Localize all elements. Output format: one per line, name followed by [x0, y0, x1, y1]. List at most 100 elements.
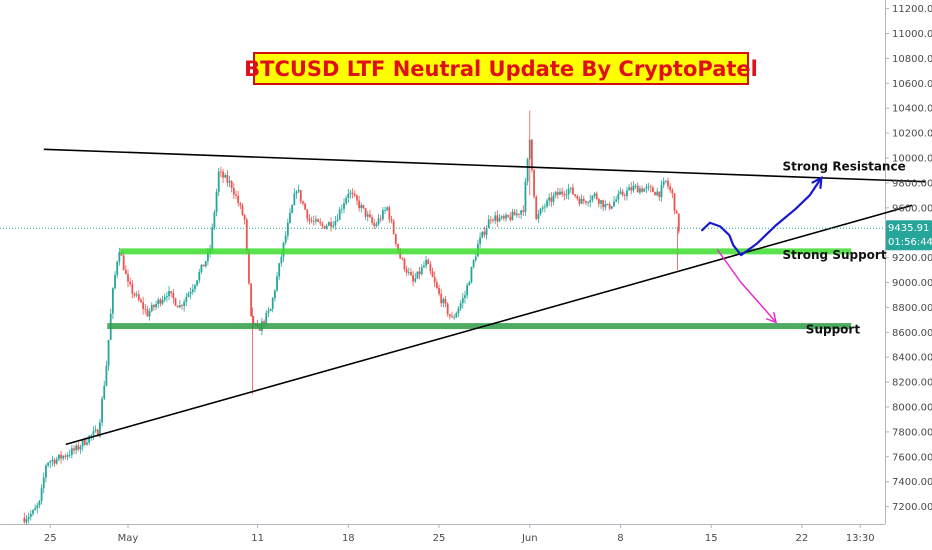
candle-body — [416, 271, 419, 279]
candle-body — [198, 272, 201, 281]
time-tick-label: May — [118, 533, 139, 544]
candle-body — [142, 302, 145, 309]
candle-body — [306, 209, 309, 219]
candle-body — [451, 316, 453, 318]
candle-body — [127, 274, 129, 282]
candle-body — [187, 293, 190, 297]
candle-body — [351, 192, 354, 195]
candle-body — [531, 139, 533, 170]
candle-body — [602, 200, 605, 208]
candle-body — [669, 186, 672, 190]
candle-body — [228, 181, 231, 183]
candle-body — [576, 196, 579, 199]
candle-body — [533, 169, 535, 197]
candle-body — [360, 205, 363, 209]
candle-body — [183, 301, 186, 307]
candle-body — [73, 448, 75, 451]
candle-body — [541, 207, 544, 209]
candle-body — [161, 299, 164, 304]
candle-body — [600, 200, 602, 204]
candle-body — [252, 316, 255, 325]
candle-body — [47, 462, 49, 466]
time-tick-label: 11 — [251, 533, 264, 544]
candle-body — [27, 516, 30, 520]
price-tick-label: 7200.00 — [892, 502, 932, 513]
candle-body — [485, 228, 488, 235]
candle-body — [336, 219, 339, 222]
candle-body — [373, 222, 376, 227]
candle-body — [496, 215, 499, 222]
candle-body — [658, 191, 661, 198]
candle-body — [343, 203, 345, 209]
resistance-trendline — [43, 148, 926, 183]
price-tick-label: 10600.00 — [892, 79, 932, 90]
candle-body — [677, 213, 680, 232]
candle-body — [543, 206, 546, 208]
price-tick-label: 8600.00 — [892, 328, 932, 339]
candle-body — [219, 171, 222, 173]
candle-body — [407, 271, 410, 273]
annotation-support: Support — [806, 323, 861, 337]
candle-body — [515, 213, 518, 216]
candle-body — [232, 187, 235, 195]
candles — [23, 110, 680, 526]
candle-body — [448, 314, 451, 317]
candle-body — [580, 198, 583, 204]
candle-body — [146, 309, 149, 317]
candle-body — [578, 198, 581, 204]
price-tick-label: 11200.00 — [892, 4, 932, 15]
candle-body — [111, 288, 114, 314]
candle-body — [479, 237, 481, 245]
candle-body — [321, 223, 324, 227]
candle-body — [513, 211, 516, 216]
candle-body — [649, 186, 652, 188]
candle-body — [487, 219, 490, 229]
candle-body — [511, 211, 514, 220]
candle-body — [552, 195, 555, 202]
price-tick-label: 10000.00 — [892, 154, 932, 165]
candle-body — [369, 214, 371, 218]
candle-body — [267, 310, 270, 313]
candle-body — [446, 303, 449, 315]
candle-body — [474, 256, 477, 261]
price-tick-label: 10200.00 — [892, 129, 932, 140]
candle-body — [250, 283, 253, 317]
candle-body — [150, 305, 153, 312]
candle-body — [194, 285, 196, 290]
last-price-badge: 9435.91 01:56:44 — [886, 220, 932, 251]
annotation-strong-resistance: Strong Resistance — [782, 159, 905, 173]
candle-body — [265, 312, 268, 324]
trendlines — [43, 148, 926, 446]
candle-body — [163, 297, 166, 300]
candle-body — [546, 200, 548, 207]
candle-body — [412, 275, 415, 282]
candle-body — [582, 198, 585, 202]
candle-body — [105, 365, 108, 386]
candle-body — [461, 298, 464, 304]
candle-body — [124, 270, 127, 275]
candle-body — [157, 299, 160, 305]
candle-body — [94, 429, 97, 432]
candle-body — [133, 293, 136, 296]
candle-body — [626, 190, 628, 196]
candle-body — [92, 431, 95, 435]
price-tick-label: 7600.00 — [892, 452, 932, 463]
candle-body — [520, 210, 523, 215]
candle-body — [176, 305, 179, 308]
candle-body — [191, 289, 194, 292]
candle-body — [379, 218, 382, 220]
candle-body — [135, 294, 138, 296]
candle-body — [96, 429, 99, 437]
candle-body — [559, 191, 561, 195]
candle-body — [153, 305, 155, 308]
level-strong-support — [120, 248, 852, 255]
candle-body — [366, 214, 369, 217]
candle-body — [425, 259, 427, 266]
bullish-scenario-path — [701, 176, 823, 257]
candle-body — [362, 205, 365, 209]
candle-body — [548, 197, 551, 201]
candle-body — [25, 519, 28, 523]
candle-body — [502, 216, 505, 219]
bullish-arrowhead — [811, 176, 823, 189]
